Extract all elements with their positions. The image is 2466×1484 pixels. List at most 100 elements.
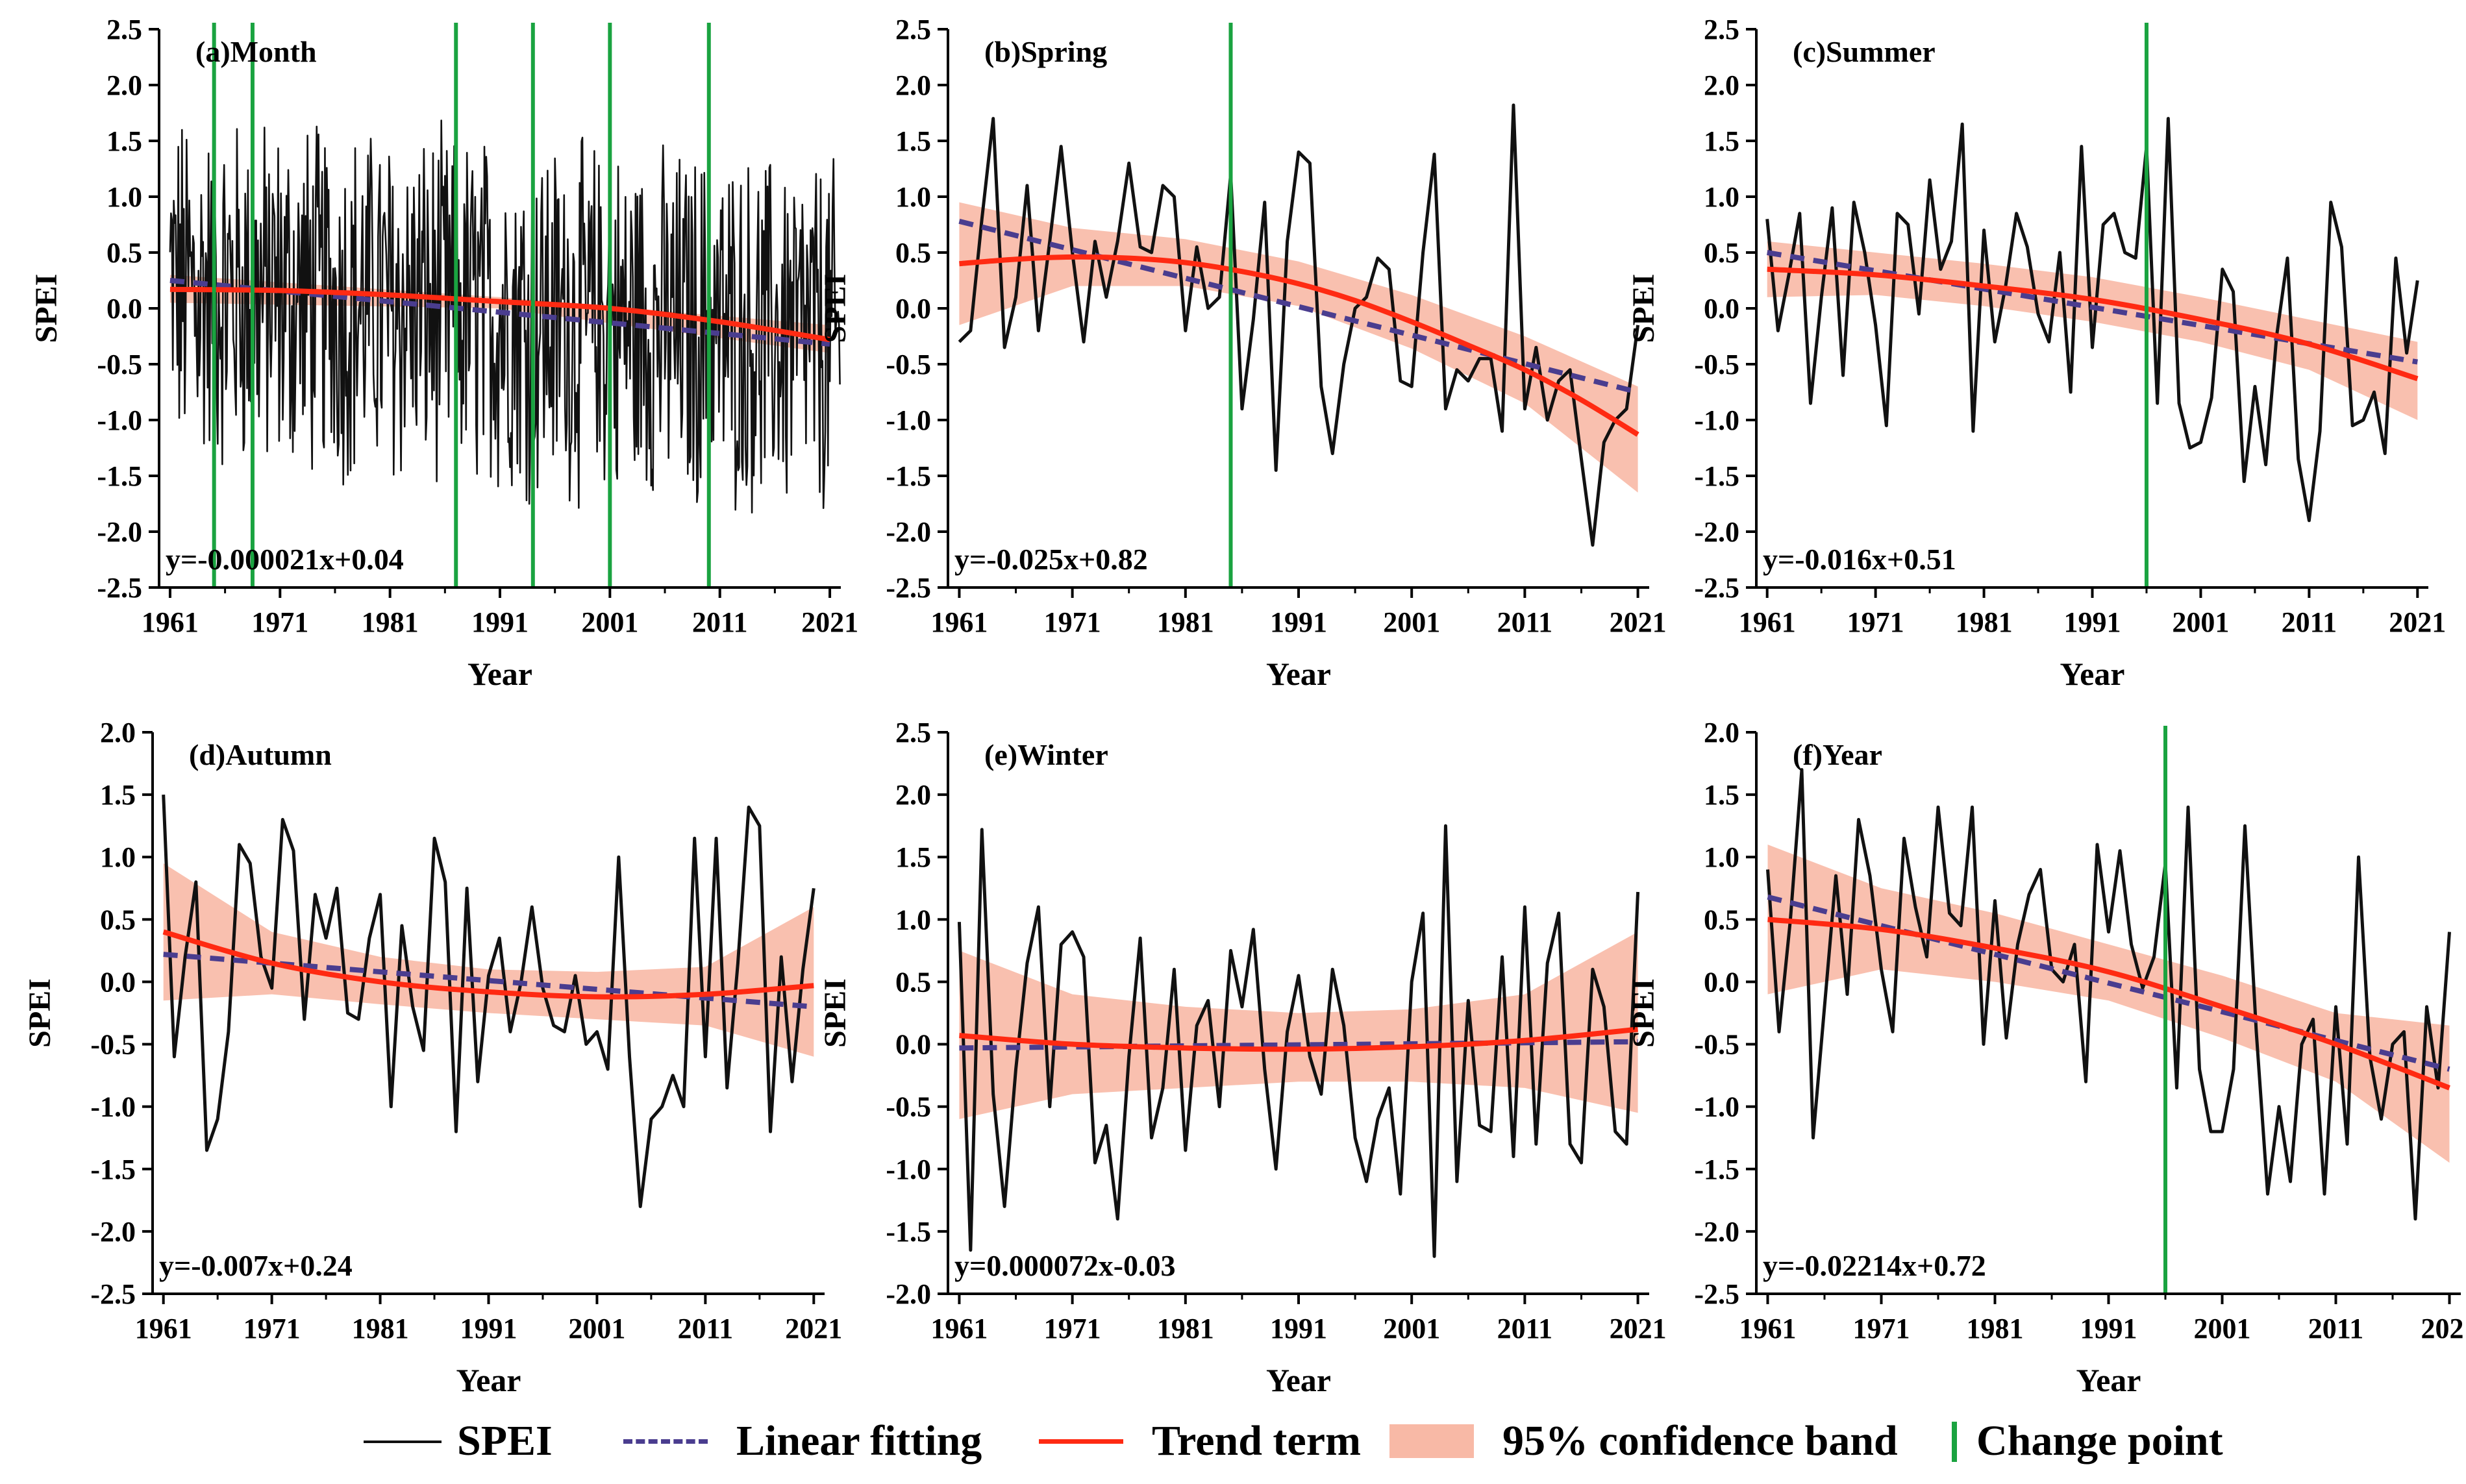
x-tick-label: 1971 bbox=[1847, 606, 1904, 638]
y-axis-label: SPEI bbox=[818, 274, 853, 343]
plot-area bbox=[169, 119, 841, 513]
y-tick-label: 1.5 bbox=[895, 841, 931, 873]
confidence-band bbox=[163, 863, 814, 1057]
x-tick-label: 2021 bbox=[785, 1313, 842, 1344]
x-tick-label: 2001 bbox=[2194, 1313, 2251, 1344]
x-tick-label: 2001 bbox=[2172, 606, 2229, 638]
panel-title: (d)Autumn bbox=[189, 738, 332, 771]
y-tick-label: -1.0 bbox=[886, 1154, 931, 1185]
y-tick-label: -1.5 bbox=[97, 460, 142, 492]
panel-title: (f)Year bbox=[1793, 738, 1882, 771]
y-tick-label: -1.0 bbox=[1694, 404, 1739, 436]
trend-line bbox=[1767, 266, 2419, 382]
x-axis-label: Year bbox=[1266, 656, 1331, 692]
y-tick-label: 0.5 bbox=[895, 966, 931, 998]
legend-label-linear: Linear fitting bbox=[736, 1417, 982, 1465]
y-tick-label: 1.0 bbox=[1704, 841, 1739, 873]
legend-label-band: 95% confidence band bbox=[1502, 1417, 1898, 1465]
y-tick-label: -0.5 bbox=[90, 1029, 136, 1061]
spei-line bbox=[169, 119, 841, 513]
spei-line bbox=[162, 795, 816, 1208]
y-axis-label: SPEI bbox=[1626, 978, 1661, 1048]
x-tick-label: 1991 bbox=[2080, 1313, 2137, 1344]
plot-area bbox=[162, 795, 816, 1208]
y-tick-label: -2.0 bbox=[886, 516, 931, 548]
x-axis-label: Year bbox=[2076, 1362, 2141, 1398]
x-tick-label: 2011 bbox=[2308, 1313, 2364, 1344]
y-tick-label: 2.0 bbox=[895, 779, 931, 811]
panel-title: (a)Month bbox=[195, 35, 317, 68]
x-tick-label: 1971 bbox=[243, 1313, 301, 1344]
y-tick-label: 0.0 bbox=[1704, 966, 1739, 998]
x-tick-label: 1991 bbox=[1270, 1313, 1327, 1344]
y-tick-label: -1.5 bbox=[90, 1154, 136, 1185]
y-tick-label: 0.5 bbox=[106, 237, 142, 269]
y-tick-label: -1.5 bbox=[886, 460, 931, 492]
y-tick-label: -1.5 bbox=[1694, 1154, 1739, 1185]
legend-item-trend: Trend term bbox=[1039, 1417, 1361, 1465]
y-tick-label: 1.5 bbox=[895, 125, 931, 157]
y-tick-label: -1.0 bbox=[886, 404, 931, 436]
trend-equation: y=-0.016x+0.51 bbox=[1763, 543, 1956, 576]
x-tick-label: 1981 bbox=[1967, 1313, 2024, 1344]
x-tick-label: 1991 bbox=[1270, 606, 1327, 638]
trend-equation: y=-0.025x+0.82 bbox=[954, 543, 1148, 576]
trend-line bbox=[169, 286, 830, 343]
y-tick-label: 1.0 bbox=[106, 181, 142, 213]
trend-line bbox=[1767, 917, 2450, 1091]
y-axis-label: SPEI bbox=[23, 978, 57, 1048]
x-tick-label: 1971 bbox=[1853, 1313, 1910, 1344]
legend-swatch-band bbox=[1389, 1422, 1487, 1461]
legend-swatch-spei bbox=[364, 1422, 461, 1461]
x-axis-label: Year bbox=[467, 656, 532, 692]
y-tick-label: -1.5 bbox=[1694, 460, 1739, 492]
y-tick-label: 0.0 bbox=[895, 1029, 931, 1061]
x-tick-label: 1961 bbox=[930, 606, 988, 638]
spei-line bbox=[1766, 768, 2451, 1221]
y-tick-label: -1.5 bbox=[886, 1216, 931, 1248]
plot-area bbox=[957, 824, 1640, 1258]
y-tick-label: 2.0 bbox=[895, 69, 931, 101]
y-axis-label: SPEI bbox=[29, 274, 64, 343]
x-tick-label: 1981 bbox=[1956, 606, 2013, 638]
trend-equation: y=0.000072x-0.03 bbox=[954, 1249, 1176, 1282]
y-tick-label: 1.0 bbox=[100, 841, 136, 873]
y-tick-label: 1.5 bbox=[106, 125, 142, 157]
legend-swatch-change bbox=[1948, 1422, 1967, 1462]
x-tick-label: 1971 bbox=[1044, 606, 1101, 638]
x-tick-label: 2001 bbox=[1383, 1313, 1440, 1344]
legend-label-spei: SPEI bbox=[457, 1417, 553, 1465]
legend-swatch-trend bbox=[1039, 1422, 1136, 1461]
y-tick-label: 0.0 bbox=[100, 966, 136, 998]
panel-title: (e)Winter bbox=[984, 738, 1108, 771]
y-tick-label: 2.5 bbox=[895, 717, 931, 748]
x-tick-label: 2021 bbox=[2389, 606, 2446, 638]
x-tick-label: 1981 bbox=[352, 1313, 409, 1344]
linear-fit-line bbox=[163, 952, 814, 1009]
y-tick-label: 2.0 bbox=[1704, 69, 1739, 101]
y-tick-label: 1.5 bbox=[100, 779, 136, 811]
chart-panel-1: 2.52.01.51.00.50.0-0.5-1.0-1.5-2.0-2.519… bbox=[818, 14, 1667, 692]
trend-line bbox=[162, 929, 814, 1000]
linear-fit-line bbox=[169, 278, 830, 347]
confidence-band bbox=[959, 202, 1638, 493]
x-axis-label: Year bbox=[456, 1362, 521, 1398]
y-tick-label: 2.5 bbox=[106, 14, 142, 45]
x-tick-label: 2021 bbox=[2421, 1313, 2466, 1344]
x-tick-label: 1961 bbox=[1739, 1313, 1797, 1344]
y-axis-label: SPEI bbox=[818, 978, 853, 1048]
y-tick-label: -2.5 bbox=[90, 1278, 136, 1310]
x-tick-label: 1981 bbox=[362, 606, 419, 638]
y-tick-label: -2.5 bbox=[1694, 1278, 1739, 1310]
x-tick-label: 1981 bbox=[1157, 606, 1214, 638]
x-tick-label: 2011 bbox=[1497, 606, 1553, 638]
y-tick-label: -2.0 bbox=[97, 516, 142, 548]
x-tick-label: 1961 bbox=[142, 606, 199, 638]
x-tick-label: 2011 bbox=[1497, 1313, 1553, 1344]
legend-item-spei: SPEI bbox=[364, 1417, 553, 1465]
trend-equation: y=-0.007x+0.24 bbox=[159, 1249, 353, 1282]
legend-swatch-linear bbox=[623, 1422, 721, 1461]
linear-fit-line bbox=[1767, 894, 2450, 1072]
